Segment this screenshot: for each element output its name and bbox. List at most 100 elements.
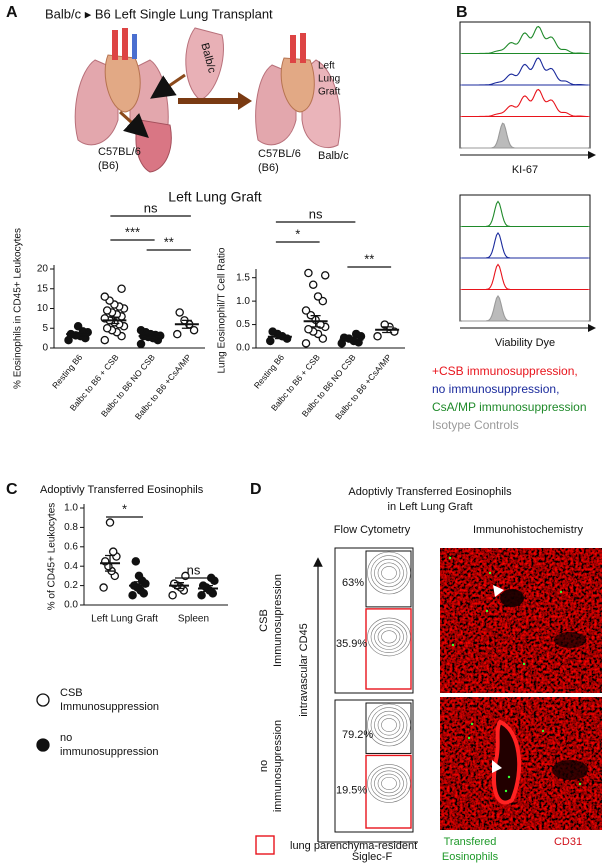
data-point — [173, 329, 182, 339]
ihc-dot — [522, 662, 526, 666]
legend-swatch — [255, 835, 275, 855]
data-point — [128, 591, 137, 600]
contour — [374, 770, 404, 797]
panel-label: B — [456, 4, 468, 21]
gate — [365, 754, 412, 829]
recipient-label: C57BL/6 — [98, 146, 141, 158]
axis-label: Viability Dye — [495, 337, 555, 349]
data-point — [136, 339, 146, 349]
axis-label: KI-67 — [512, 164, 538, 176]
histograms — [459, 21, 596, 332]
significance-label: ** — [164, 234, 174, 249]
error-bar — [181, 319, 192, 329]
legend-text: CsA/MP immunosuppression — [432, 400, 587, 414]
ihc-dot — [541, 729, 545, 733]
arrowhead — [492, 760, 502, 773]
data-point — [197, 591, 206, 600]
graft-label: Graft — [318, 87, 340, 98]
contour — [381, 718, 397, 732]
histogram — [462, 57, 588, 86]
contour — [367, 703, 411, 747]
legend-text: Immunosuppression — [60, 701, 159, 713]
data-point — [304, 324, 313, 334]
histogram — [462, 25, 588, 55]
row-label: no — [258, 760, 270, 772]
significance-label: *** — [125, 224, 140, 239]
recipient-label: (B6) — [98, 160, 119, 172]
legend-marker — [36, 738, 50, 752]
data-point — [168, 591, 177, 600]
contour — [381, 776, 397, 790]
ihc-dot — [451, 643, 455, 647]
contour — [367, 617, 411, 657]
flow-frame — [334, 699, 414, 833]
ihc-lumen — [552, 760, 588, 780]
data-point — [102, 306, 112, 315]
recipient-label: C57BL/6 — [258, 148, 301, 160]
ihc-image — [440, 548, 602, 693]
gate — [365, 608, 412, 690]
data-point — [117, 284, 126, 293]
y-tick-label: 5 — [42, 323, 48, 334]
y-tick-label: 1.0 — [236, 296, 250, 307]
ihc-vessel — [491, 719, 522, 805]
significance-label: ns — [144, 200, 158, 215]
data-point — [268, 327, 277, 336]
contour — [370, 555, 408, 591]
chart-title: Adoptivly Transferred Eosinophils — [40, 484, 204, 496]
data-point — [351, 329, 361, 339]
data-point — [134, 571, 144, 581]
row-label: Immunosupression — [272, 574, 284, 667]
legend-text: immunosuppression — [60, 746, 158, 758]
contour — [381, 566, 397, 580]
donor-label: Balb/c — [318, 150, 349, 162]
y-tick-label: 0.0 — [236, 343, 250, 354]
panel-label: C — [6, 481, 18, 498]
gate — [365, 702, 412, 754]
contour — [377, 773, 401, 794]
contour — [377, 714, 401, 736]
subtitle: Left Lung Graft — [168, 189, 262, 205]
y-tick-label: 1.5 — [236, 272, 250, 283]
ihc-lumen — [554, 632, 586, 648]
graft-label: Left — [318, 61, 335, 72]
contour — [381, 630, 397, 644]
x-tick-label: Spleen — [178, 614, 209, 625]
error-bar — [346, 337, 357, 342]
data-point — [99, 583, 108, 592]
y-tick-label: 1.0 — [64, 503, 78, 514]
y-tick-label: 0 — [42, 343, 48, 354]
data-point — [73, 322, 83, 331]
data-point — [108, 547, 118, 556]
legend-text: Isotype Controls — [432, 418, 519, 432]
column-header: Immunohistochemistry — [473, 524, 584, 536]
data-point — [102, 323, 112, 333]
histogram — [462, 263, 588, 291]
error-bar — [145, 334, 156, 338]
data-point — [175, 308, 184, 317]
panel-label: D — [250, 481, 262, 498]
column-header: Flow Cytometry — [334, 524, 411, 536]
significance-label: ns — [309, 206, 323, 221]
y-tick-label: 10 — [37, 303, 49, 314]
ihc-dot — [467, 736, 471, 740]
y-axis-label: Lung Eosinophil/T Cell Ratio — [217, 247, 228, 373]
significance-label: ns — [187, 562, 201, 577]
contour — [367, 764, 411, 803]
significance-label: * — [295, 226, 300, 241]
x-tick-label: Resting B6 — [50, 352, 85, 390]
data-point — [266, 336, 275, 346]
ihc-dot — [488, 571, 492, 575]
gate-percent: 19.5% — [336, 784, 367, 796]
data-point — [136, 325, 146, 335]
error-bar — [174, 582, 185, 590]
histogram — [462, 295, 588, 322]
x-tick-label: Resting B6 — [252, 352, 287, 390]
legend-text: no — [60, 732, 72, 744]
data-point — [301, 339, 311, 348]
ihc-dot — [507, 775, 511, 779]
ihc-legend: Transfered — [444, 836, 497, 848]
